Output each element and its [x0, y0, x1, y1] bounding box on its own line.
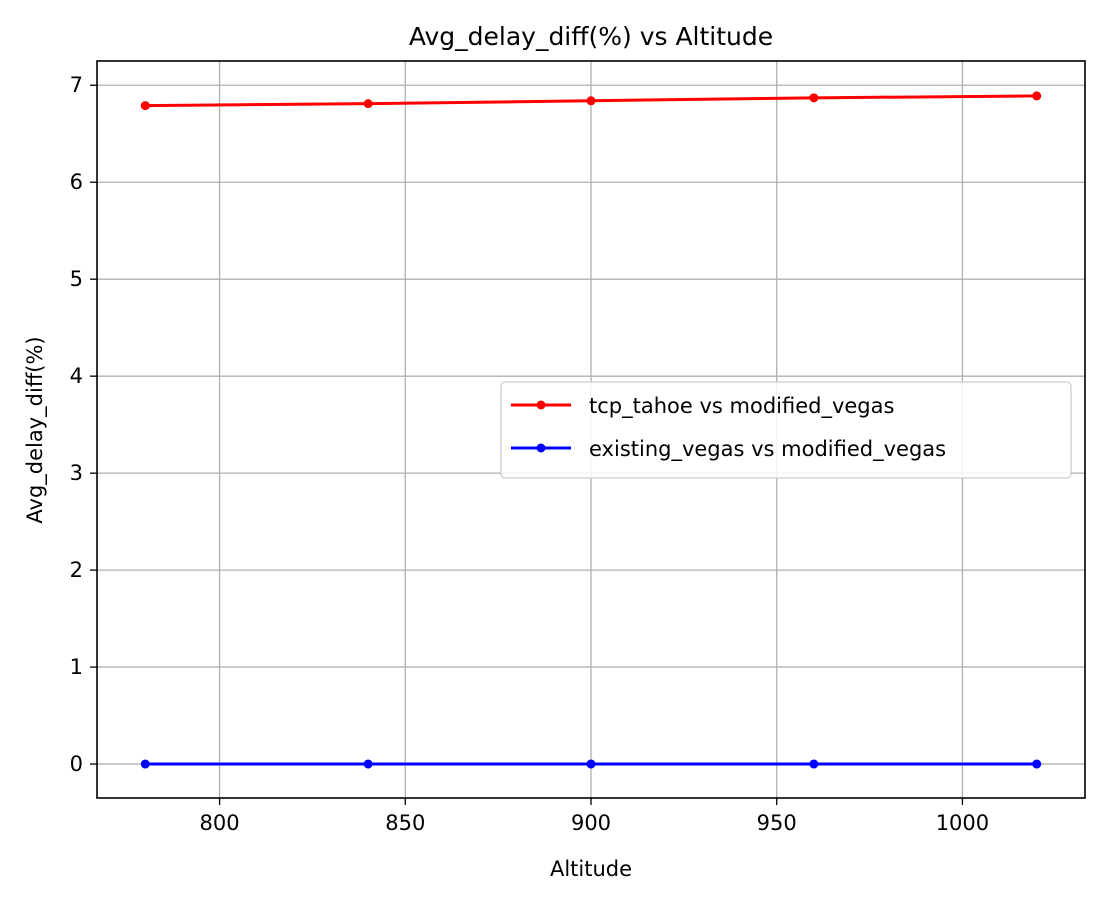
y-tick-label: 4 — [70, 364, 83, 388]
y-tick-label: 6 — [70, 170, 83, 194]
data-point — [1032, 759, 1042, 769]
data-point — [363, 759, 373, 769]
legend-box — [500, 381, 1072, 479]
x-tick-label: 900 — [571, 811, 611, 835]
legend-label-existing-vegas: existing_vegas vs modified_vegas — [589, 437, 946, 462]
chart-title: Avg_delay_diff(%) vs Altitude — [409, 22, 773, 51]
data-point — [809, 93, 819, 103]
y-tick-label: 5 — [70, 267, 83, 291]
y-tick-label: 0 — [70, 752, 83, 776]
x-tick-label: 850 — [385, 811, 425, 835]
data-point — [140, 101, 150, 111]
y-tick-label: 2 — [70, 558, 83, 582]
legend-label-tcp-tahoe: tcp_tahoe vs modified_vegas — [589, 394, 894, 419]
legend-marker-existing-vegas — [536, 443, 546, 453]
data-point — [363, 99, 373, 109]
y-axis-label: Avg_delay_diff(%) — [23, 336, 48, 523]
y-tick-label: 1 — [70, 655, 83, 679]
series-layer — [140, 91, 1042, 769]
legend: tcp_tahoe vs modified_vegas existing_veg… — [500, 381, 1072, 479]
x-tick-label: 1000 — [936, 811, 989, 835]
data-point — [586, 759, 596, 769]
x-tick-label: 800 — [200, 811, 240, 835]
data-point — [809, 759, 819, 769]
x-axis-label: Altitude — [550, 857, 632, 881]
y-tick-label: 3 — [70, 461, 83, 485]
data-point — [586, 96, 596, 106]
data-point — [1032, 91, 1042, 101]
data-point — [140, 759, 150, 769]
x-tick-label: 950 — [757, 811, 797, 835]
y-tick-label: 7 — [70, 73, 83, 97]
legend-marker-tcp-tahoe — [536, 400, 546, 410]
axis-ticks: 800 850 900 950 1000 0 1 2 3 4 5 6 7 — [70, 73, 990, 835]
